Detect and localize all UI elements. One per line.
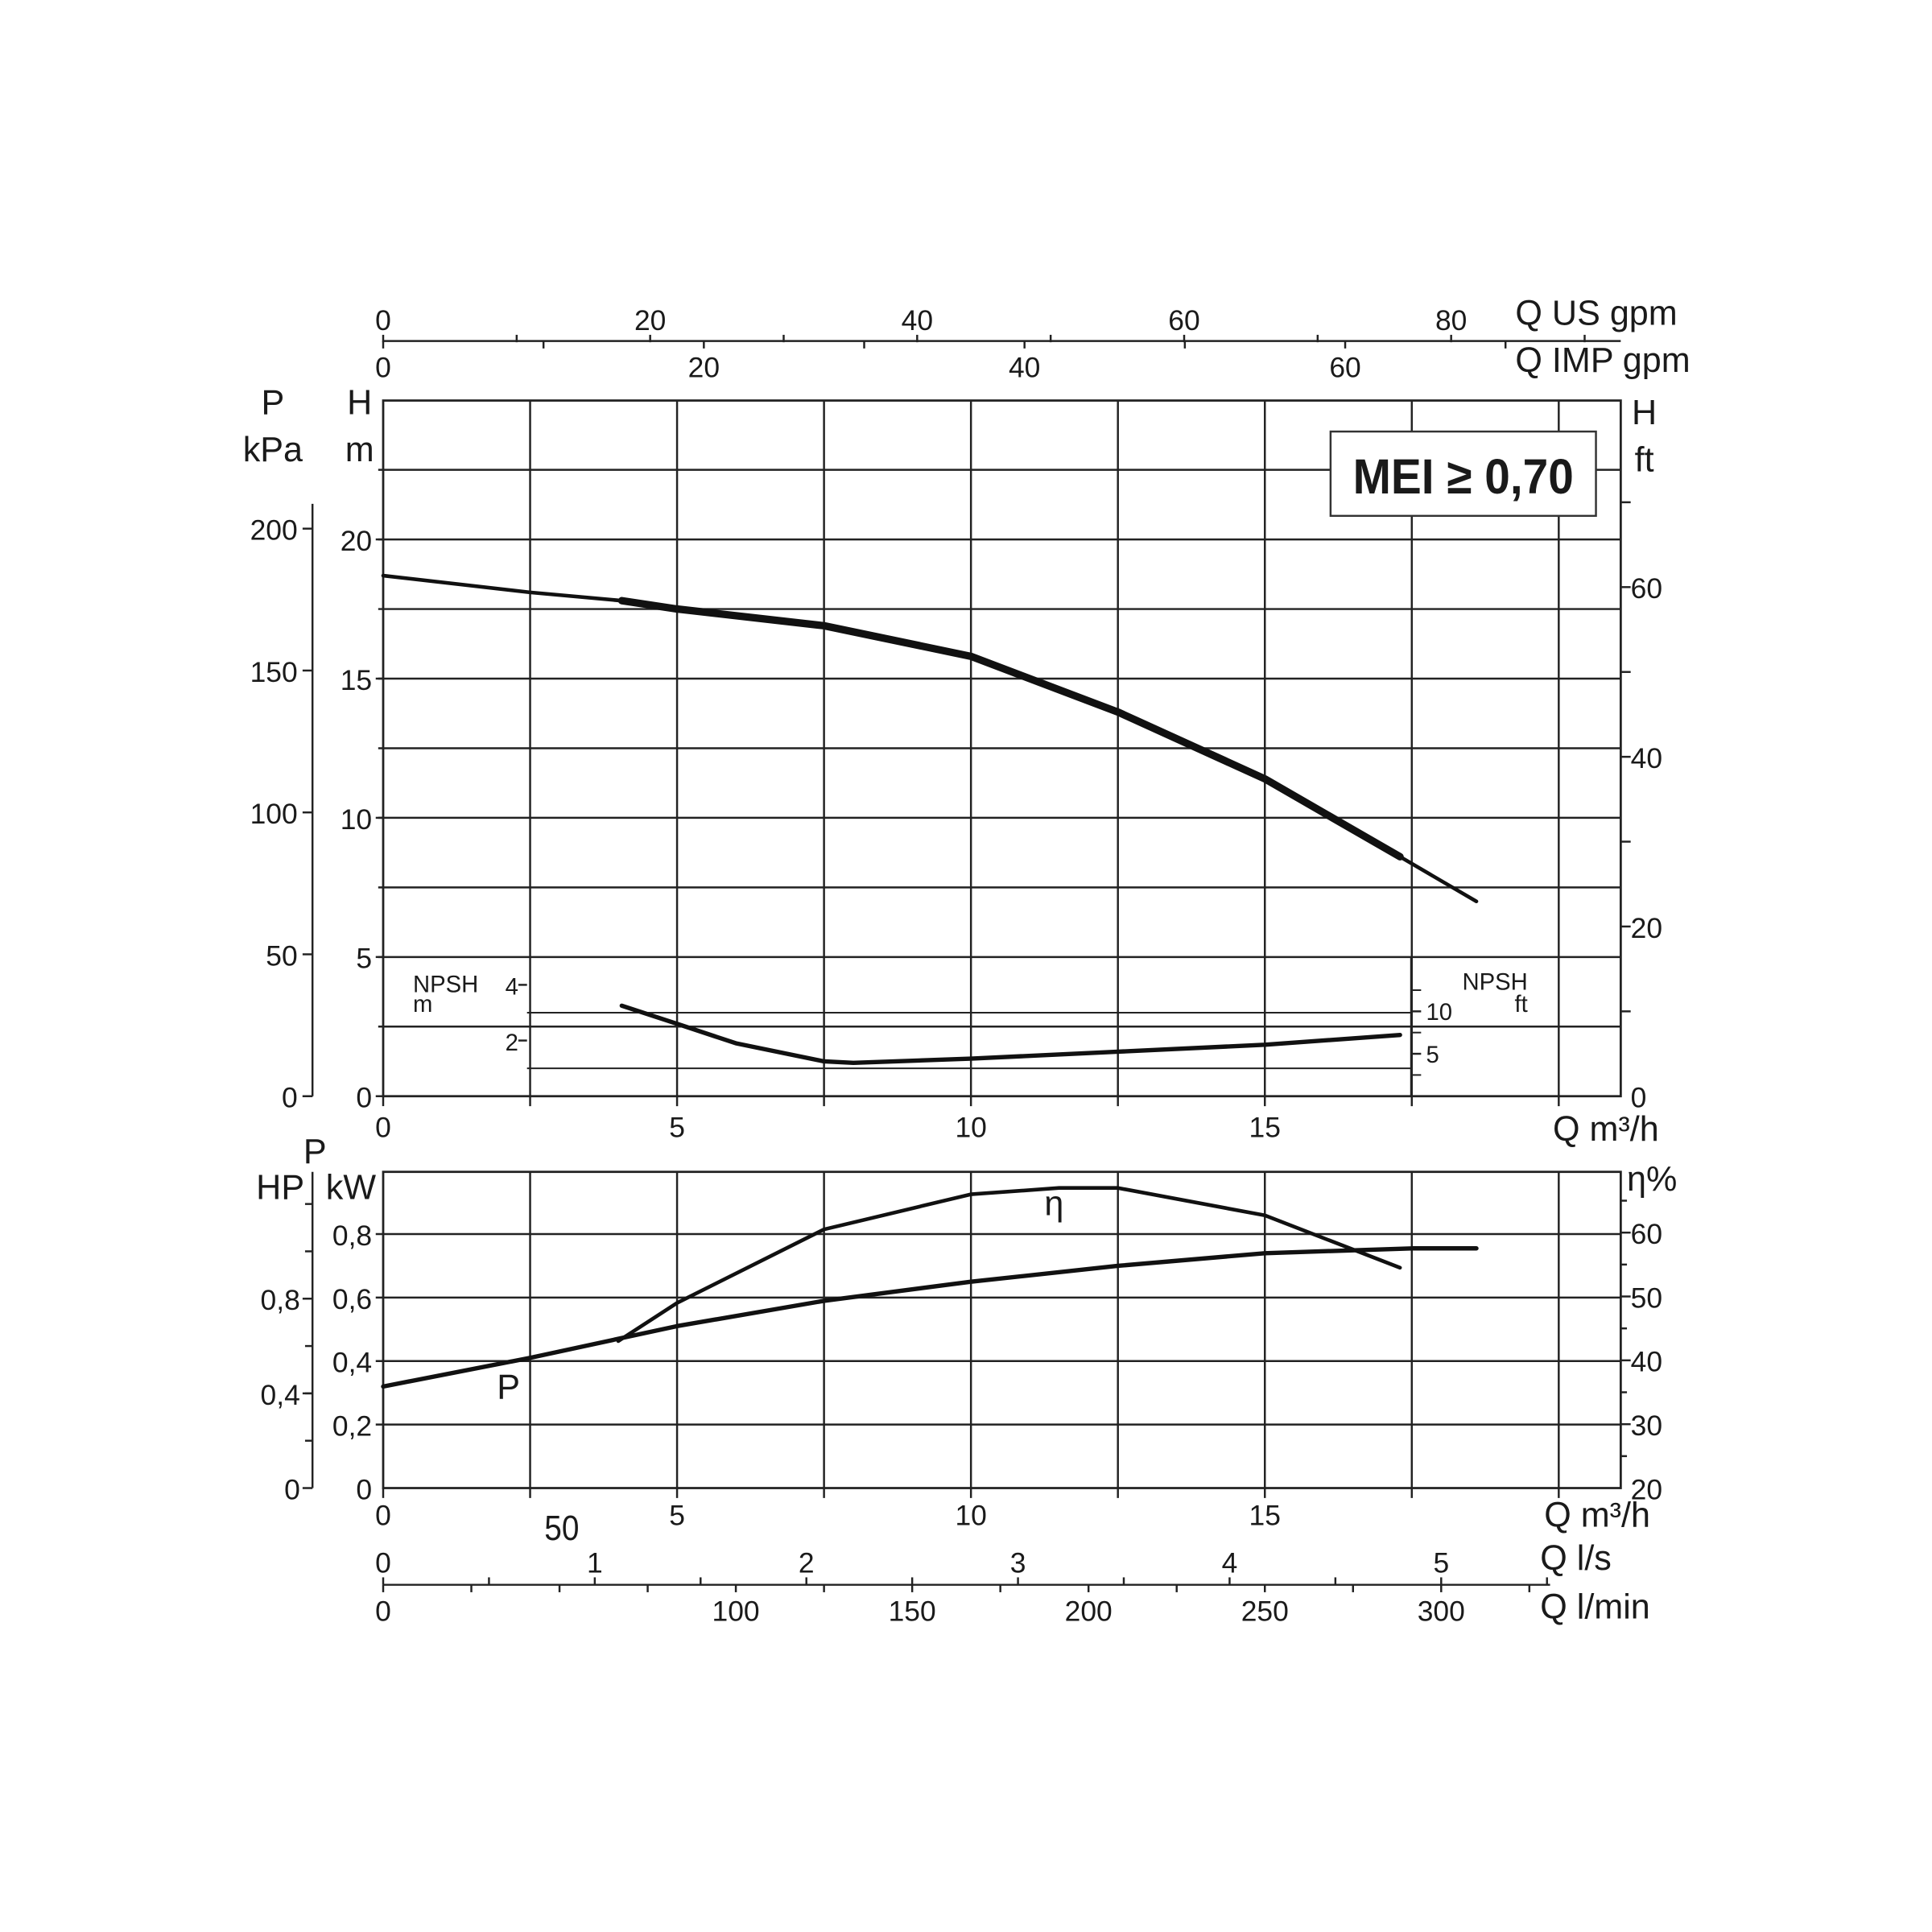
npsh-m-tick-label: 2 bbox=[506, 1030, 518, 1056]
pressure-axis-label-kpa: kPa bbox=[243, 431, 303, 469]
pressure-tick-label: 200 bbox=[250, 514, 298, 547]
npsh-m-label: NPSH bbox=[413, 972, 478, 997]
power-curve-label: P bbox=[497, 1368, 520, 1407]
x-tick-label: 5 bbox=[669, 1500, 685, 1532]
npsh-m-tick-label: 4 bbox=[506, 975, 518, 1001]
lmin-tick-label: 250 bbox=[1241, 1595, 1289, 1627]
x-tick-label: 10 bbox=[955, 1112, 986, 1144]
eta-tick-label: 30 bbox=[1631, 1410, 1662, 1442]
lmin-tick-label: 200 bbox=[1065, 1595, 1113, 1627]
head-curve-recommended-range bbox=[617, 597, 1404, 861]
lmin-tick-label: 150 bbox=[889, 1595, 936, 1627]
lmin-tick-label-50: 50 bbox=[544, 1509, 579, 1548]
hp-tick-label: 0 bbox=[284, 1473, 300, 1505]
lmin-tick-label: 300 bbox=[1418, 1595, 1465, 1627]
npsh-ft-tick-label: 10 bbox=[1426, 1000, 1453, 1026]
lmin-axis-label: Q l/min bbox=[1540, 1587, 1650, 1626]
x-tick-label: 0 bbox=[375, 1112, 391, 1144]
feet-tick-label: 20 bbox=[1631, 912, 1662, 944]
imp-gpm-tick-label: 40 bbox=[1009, 351, 1040, 383]
us-gpm-tick-label: 60 bbox=[1168, 304, 1199, 336]
npsh-ft-label: NPSH bbox=[1463, 969, 1528, 995]
hp-tick-label: 0,4 bbox=[261, 1379, 300, 1411]
feet-axis-label-h: H bbox=[1632, 394, 1657, 432]
x-tick-label: 10 bbox=[955, 1500, 986, 1532]
ls-tick-label: 0 bbox=[375, 1546, 391, 1579]
power-axis-label-kw: kW bbox=[326, 1169, 377, 1208]
x-tick-label: 0 bbox=[375, 1500, 391, 1532]
y-axis-label-h: H bbox=[347, 384, 372, 423]
y-tick-label-m: 5 bbox=[356, 943, 372, 975]
head-curve bbox=[381, 573, 1479, 904]
pressure-tick-label: 100 bbox=[250, 798, 298, 830]
pressure-tick-label: 150 bbox=[250, 656, 298, 688]
power-axis-label-p: P bbox=[303, 1133, 327, 1171]
y-tick-label-m: 0 bbox=[356, 1082, 372, 1114]
hp-tick-label: 0,8 bbox=[261, 1284, 300, 1316]
eta-tick-label: 20 bbox=[1631, 1473, 1662, 1505]
feet-axis-label-ft: ft bbox=[1635, 440, 1654, 479]
y-tick-label-m: 20 bbox=[341, 525, 372, 557]
y-tick-label-m: 10 bbox=[341, 803, 372, 836]
x-axis-label: Q m³/h bbox=[1553, 1110, 1659, 1149]
feet-tick-label: 0 bbox=[1631, 1082, 1647, 1114]
eta-tick-label: 60 bbox=[1631, 1218, 1662, 1250]
kw-tick-label: 0,8 bbox=[332, 1220, 372, 1252]
eta-tick-label: 50 bbox=[1631, 1282, 1662, 1314]
imp-gpm-tick-label: 0 bbox=[375, 351, 391, 383]
x-tick-label: 5 bbox=[669, 1112, 685, 1144]
power-plot-frame bbox=[382, 1170, 1622, 1489]
eta-tick-label: 40 bbox=[1631, 1346, 1662, 1378]
kw-tick-label: 0,2 bbox=[332, 1410, 372, 1443]
power-curve bbox=[381, 1246, 1479, 1389]
kw-tick-label: 0 bbox=[356, 1473, 372, 1505]
pressure-tick-label: 0 bbox=[282, 1082, 298, 1114]
pressure-axis-label-p: P bbox=[262, 384, 285, 423]
eta-axis-label: η% bbox=[1627, 1160, 1677, 1199]
kw-tick-label: 0,6 bbox=[332, 1283, 372, 1315]
ls-tick-label: 5 bbox=[1433, 1546, 1449, 1579]
feet-tick-label: 60 bbox=[1631, 572, 1662, 605]
us-gpm-tick-label: 80 bbox=[1435, 304, 1467, 336]
ls-tick-label: 1 bbox=[587, 1546, 603, 1579]
efficiency-curve bbox=[616, 1186, 1402, 1344]
x-tick-label: 15 bbox=[1249, 1500, 1281, 1532]
ls-tick-label: 3 bbox=[1010, 1546, 1026, 1579]
lmin-tick-label: 0 bbox=[375, 1595, 391, 1627]
ls-tick-label: 2 bbox=[799, 1546, 815, 1579]
kw-tick-label: 0,4 bbox=[332, 1347, 372, 1379]
npsh-curve bbox=[619, 1003, 1402, 1066]
us-gpm-axis-label: Q US gpm bbox=[1515, 295, 1677, 333]
us-gpm-tick-label: 40 bbox=[902, 304, 933, 336]
pressure-tick-label: 50 bbox=[266, 939, 297, 972]
mei-badge-box bbox=[1329, 430, 1597, 518]
ls-axis-label: Q l/s bbox=[1540, 1539, 1612, 1578]
us-gpm-tick-label: 20 bbox=[634, 304, 666, 336]
lmin-tick-label: 100 bbox=[712, 1595, 760, 1627]
npsh-m-unit: m bbox=[413, 992, 432, 1018]
feet-tick-label: 40 bbox=[1631, 742, 1662, 774]
x-tick-label: 15 bbox=[1249, 1112, 1281, 1144]
npsh-ft-tick-label: 5 bbox=[1426, 1042, 1439, 1068]
imp-gpm-axis-label: Q IMP gpm bbox=[1515, 341, 1690, 380]
y-tick-label-m: 15 bbox=[341, 664, 372, 696]
efficiency-curve-label: η bbox=[1044, 1185, 1063, 1224]
hp-axis-label: HP bbox=[256, 1169, 304, 1208]
y-axis-label-m: m bbox=[345, 431, 374, 469]
imp-gpm-tick-label: 20 bbox=[688, 351, 720, 383]
npsh-ft-unit: ft bbox=[1515, 992, 1528, 1018]
imp-gpm-tick-label: 60 bbox=[1329, 351, 1360, 383]
us-gpm-tick-label: 0 bbox=[375, 304, 391, 336]
mei-badge: MEI ≥ 0,70 bbox=[1353, 449, 1574, 505]
x-axis-label: Q m³/h bbox=[1544, 1496, 1650, 1534]
ls-tick-label: 4 bbox=[1222, 1546, 1238, 1579]
